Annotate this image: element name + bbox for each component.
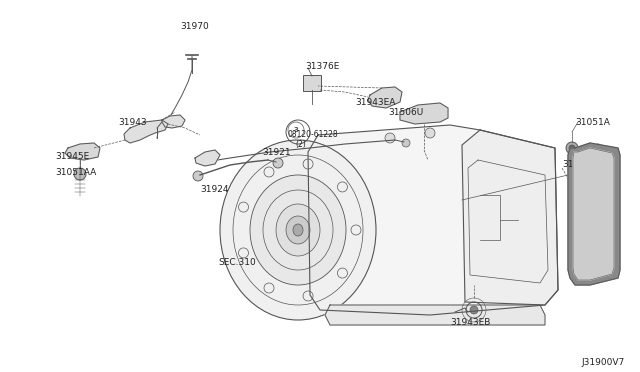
Polygon shape	[308, 125, 558, 315]
Polygon shape	[568, 143, 620, 285]
Text: 31921: 31921	[262, 148, 291, 157]
Ellipse shape	[276, 204, 320, 256]
Text: 31051A: 31051A	[575, 118, 610, 127]
Ellipse shape	[286, 216, 310, 244]
Polygon shape	[195, 150, 220, 166]
Circle shape	[273, 158, 283, 168]
Polygon shape	[162, 115, 185, 128]
Text: 31945E: 31945E	[55, 152, 89, 161]
Polygon shape	[368, 87, 402, 108]
Circle shape	[193, 171, 203, 181]
Polygon shape	[124, 120, 168, 143]
Circle shape	[74, 168, 86, 180]
Polygon shape	[325, 305, 545, 325]
Circle shape	[566, 142, 578, 154]
Text: 3: 3	[294, 127, 298, 133]
Circle shape	[385, 133, 395, 143]
Text: 31943EA: 31943EA	[355, 98, 396, 107]
Text: 31943: 31943	[118, 118, 147, 127]
Text: SEC.310: SEC.310	[218, 258, 256, 267]
Circle shape	[569, 145, 575, 151]
Text: 31943EB: 31943EB	[450, 318, 490, 327]
Circle shape	[402, 139, 410, 147]
Text: 31376E: 31376E	[305, 62, 339, 71]
FancyBboxPatch shape	[303, 75, 321, 91]
Polygon shape	[573, 148, 614, 280]
Ellipse shape	[220, 140, 376, 320]
Text: 08120-61228: 08120-61228	[288, 130, 339, 139]
Text: J31900V7: J31900V7	[582, 358, 625, 367]
Polygon shape	[400, 103, 448, 124]
Ellipse shape	[250, 175, 346, 285]
Text: 31051AA: 31051AA	[55, 168, 96, 177]
Text: 31970: 31970	[180, 22, 209, 31]
Text: 31924: 31924	[201, 185, 229, 194]
Ellipse shape	[293, 224, 303, 236]
Circle shape	[594, 144, 602, 152]
Circle shape	[470, 306, 478, 314]
Circle shape	[425, 128, 435, 138]
Text: 31506U: 31506U	[388, 108, 423, 117]
Text: (2): (2)	[295, 140, 306, 149]
Polygon shape	[65, 143, 100, 160]
Polygon shape	[462, 130, 558, 305]
Text: 31935: 31935	[562, 160, 591, 169]
